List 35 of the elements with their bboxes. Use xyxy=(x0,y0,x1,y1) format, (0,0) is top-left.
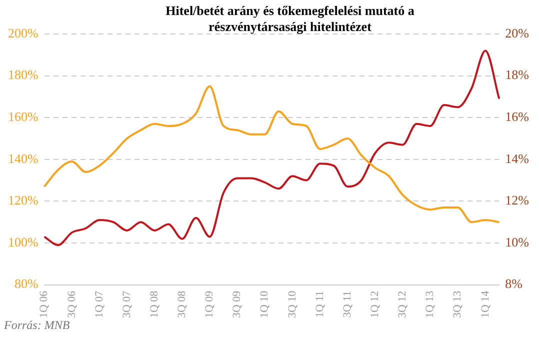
y-tick-label: 140% xyxy=(8,150,38,166)
y2-tick-label: 12% xyxy=(505,192,530,208)
y-tick-label: 120% xyxy=(8,192,38,208)
x-tick-label: 1Q 06 xyxy=(38,290,50,318)
x-tick-label: 3Q 09 xyxy=(231,290,244,318)
y2-tick-label: 18% xyxy=(505,67,530,82)
x-tick-label: 1Q 08 xyxy=(148,290,160,318)
y2-tick-label: 16% xyxy=(505,109,530,124)
text: Forrás: MNB xyxy=(4,318,70,333)
y-tick-label: 160% xyxy=(8,109,38,124)
y2-tick-label: 20% xyxy=(505,25,530,40)
x-tick-label: 3Q 12 xyxy=(396,290,409,318)
y-tick-label: 100% xyxy=(8,234,38,250)
x-tick-label: 1Q 09 xyxy=(204,290,216,318)
y-tick-label: 80% xyxy=(14,276,38,292)
y-tick-label: 200% xyxy=(8,25,38,40)
y2-tick-label: 8% xyxy=(505,276,523,292)
y2-tick-label: 14% xyxy=(505,150,530,166)
x-tick-label: 1Q 12 xyxy=(369,290,382,318)
x-tick-label: 1Q 07 xyxy=(93,290,106,318)
line-series xyxy=(43,50,500,246)
y-tick-label: 180% xyxy=(8,67,38,82)
x-tick-label: 1Q 10 xyxy=(258,290,271,318)
x-tick-label: 3Q 13 xyxy=(452,290,464,318)
x-tick-label: 1Q 14 xyxy=(479,290,492,318)
x-tick-label: 3Q 10 xyxy=(286,290,298,318)
x-tick-label: 3Q 08 xyxy=(176,290,188,318)
x-tick-label: 3Q 06 xyxy=(66,290,78,318)
line-series xyxy=(43,85,500,224)
y2-tick-label: 10% xyxy=(505,234,530,250)
x-tick-label: 1Q 11 xyxy=(314,290,326,318)
x-tick-label: 3Q 07 xyxy=(120,290,133,318)
x-tick-label: 1Q 13 xyxy=(424,290,436,318)
x-tick-label: 3Q 11 xyxy=(341,290,354,318)
chart-title: Hitel/betét arány és tőkemegfelelési mutató a részvénytársasági hitelintézet xyxy=(164,3,416,35)
